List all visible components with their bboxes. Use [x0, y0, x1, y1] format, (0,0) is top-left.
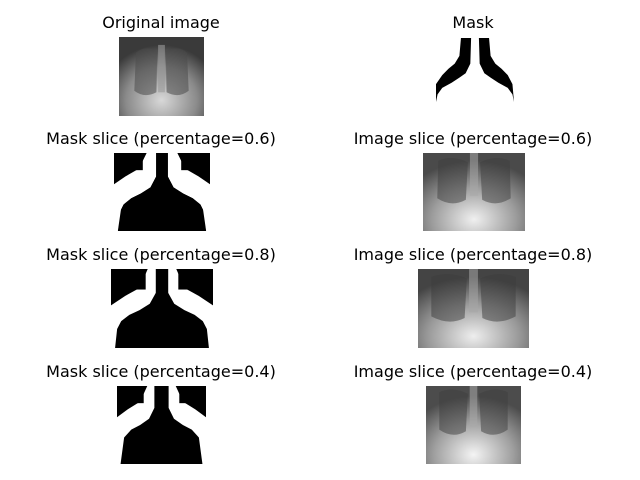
panel-title-mask-slice-04: Mask slice (percentage=0.4): [46, 362, 276, 381]
panel-title-mask-slice-06: Mask slice (percentage=0.6): [46, 129, 276, 148]
panel-title-mask: Mask: [452, 13, 494, 32]
mask-outline-image: [436, 38, 514, 102]
mask-image: [436, 38, 514, 102]
panel-title-mask-slice-08: Mask slice (percentage=0.8): [46, 245, 276, 264]
xray-image: [426, 386, 521, 464]
mask-slice-image: [114, 153, 210, 231]
xray-image: [423, 153, 525, 231]
mask-slice-08: [111, 269, 213, 348]
mask-slice-06: [114, 153, 210, 231]
mask-slice-04: [117, 386, 206, 464]
xray-image: [119, 37, 204, 116]
panel-title-image-slice-04: Image slice (percentage=0.4): [353, 362, 593, 381]
image-slice-08: [418, 269, 529, 348]
panel-title-image-slice-06: Image slice (percentage=0.6): [353, 129, 593, 148]
mask-slice-image: [117, 386, 206, 464]
image-slice-04: [426, 386, 521, 464]
mask-slice-image: [111, 269, 213, 348]
panel-title-original-image: Original image: [102, 13, 220, 32]
image-slice-06: [423, 153, 525, 231]
panel-title-image-slice-08: Image slice (percentage=0.8): [353, 245, 593, 264]
original-image: [119, 37, 204, 116]
xray-image: [418, 269, 529, 348]
